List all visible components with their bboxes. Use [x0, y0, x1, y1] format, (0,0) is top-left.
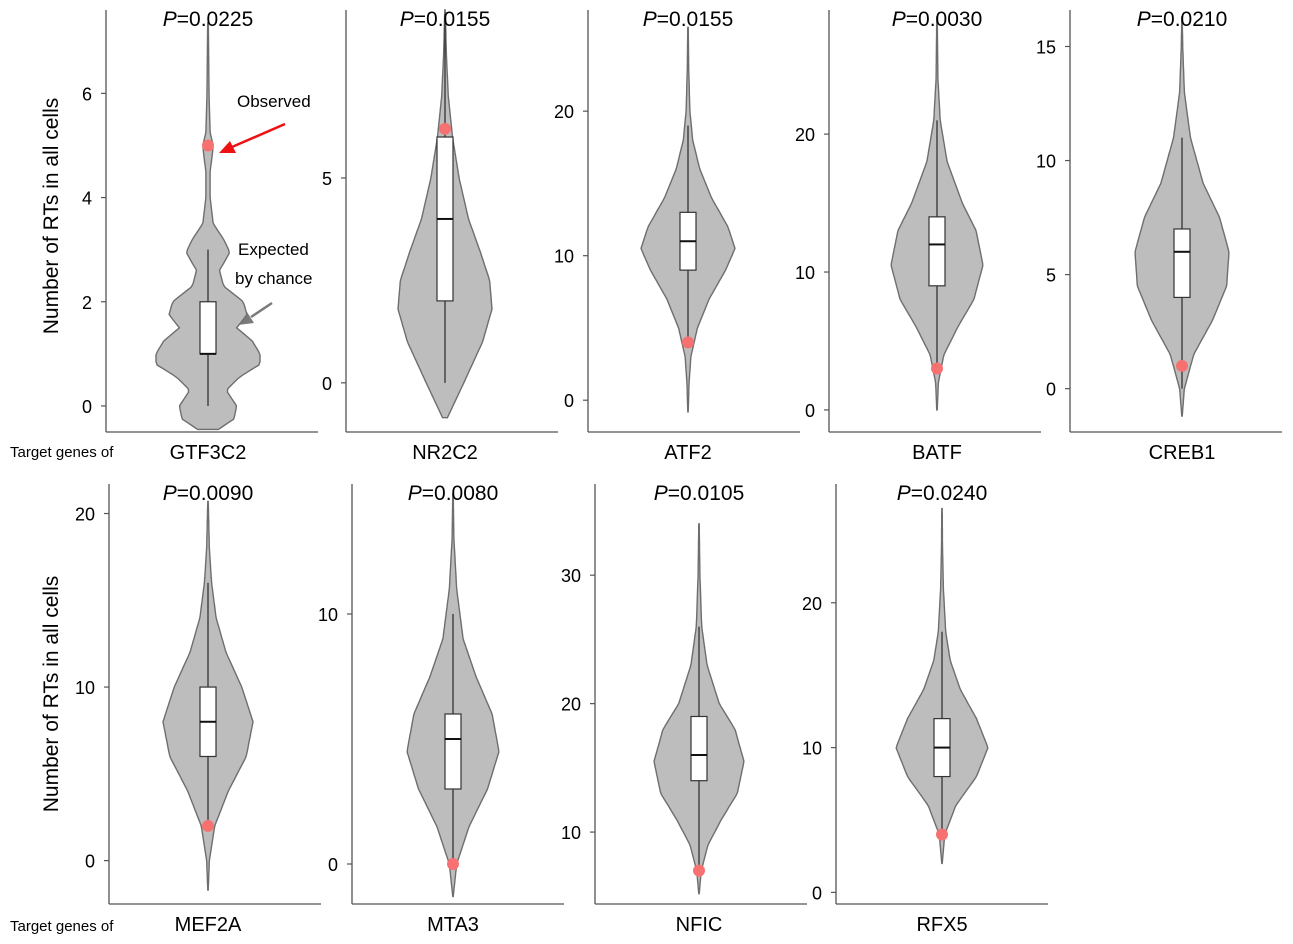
panel-creb1: 0 5 10 15 P=0.0210 CREB1: [1036, 8, 1282, 464]
p-value-title: P=0.0030: [892, 8, 983, 31]
y-tick-label: 10: [75, 678, 95, 698]
observed-point: [936, 828, 948, 841]
y-tick-label: 5: [322, 169, 332, 189]
p-value-title: P=0.0210: [1137, 8, 1228, 31]
y-tick-label: 5: [1046, 266, 1056, 286]
p-value-title: P=0.0225: [163, 8, 254, 31]
expected-label-line-2: by chance: [235, 269, 313, 288]
y-tick-label: 2: [82, 293, 92, 313]
gene-label: NFIC: [676, 914, 723, 936]
observed-point: [1176, 359, 1188, 372]
observed-point: [439, 122, 451, 135]
box: [690, 715, 708, 782]
y-tick-label: 10: [554, 247, 574, 267]
y-tick-label: 0: [1046, 380, 1056, 400]
y-tick-label: 0: [564, 391, 574, 411]
box: [199, 301, 217, 355]
y-tick-label: 10: [318, 605, 338, 625]
observed-point: [447, 858, 459, 870]
y-tick-label: 20: [554, 102, 574, 122]
y-tick-label: 10: [802, 739, 822, 759]
y-tick-label: 0: [82, 397, 92, 417]
panel-batf: 0 10 20 P=0.0030 BATF: [795, 8, 1041, 464]
ylabel-row-1: Number of RTs in all cells: [40, 98, 63, 335]
y-tick-label: 10: [795, 263, 815, 283]
gene-label: GTF3C2: [170, 442, 247, 464]
p-value-title: P=0.0240: [897, 482, 988, 505]
expected-label-line-1: Expected: [238, 240, 309, 259]
panel-atf2: 0 10 20 P=0.0155 ATF2: [554, 8, 800, 464]
target-prefix-row-1: Target genes of: [10, 444, 114, 461]
y-tick-label: 0: [85, 852, 95, 872]
observed-point: [931, 362, 943, 375]
y-tick-label: 20: [561, 695, 581, 715]
y-tick-label: 20: [75, 505, 95, 525]
gene-label: MEF2A: [175, 914, 242, 936]
panel-mta3: 0 10 P=0.0080 MTA3: [318, 482, 564, 936]
panel-nfic: 10 20 30 P=0.0105 NFIC: [561, 482, 807, 936]
box: [1173, 228, 1191, 299]
p-value-title: P=0.0080: [408, 482, 499, 505]
target-prefix-row-2: Target genes of: [10, 918, 114, 935]
panel-nr2c2: 0 5 P=0.0155 NR2C2: [322, 8, 558, 464]
p-value-title: P=0.0090: [163, 482, 254, 505]
y-tick-label: 15: [1036, 37, 1056, 57]
y-tick-label: 0: [328, 855, 338, 875]
gene-label: ATF2: [664, 442, 711, 464]
observed-label: Observed: [237, 92, 311, 111]
p-value-title: P=0.0155: [643, 8, 734, 31]
panel-rfx5: 0 10 20 P=0.0240 RFX5: [802, 482, 1048, 936]
y-tick-label: 4: [82, 189, 92, 209]
p-value-title: P=0.0105: [654, 482, 745, 505]
y-tick-label: 30: [561, 566, 581, 586]
observed-arrow: [219, 122, 286, 153]
y-tick-label: 6: [82, 84, 92, 104]
panel-gtf3c2: 0 2 4 6 P=0.0225 GTF3C2: [82, 8, 318, 464]
y-tick-label: 10: [561, 823, 581, 843]
gene-label: CREB1: [1149, 442, 1216, 464]
gene-label: NR2C2: [412, 442, 478, 464]
violin-shape: [155, 22, 261, 431]
y-tick-label: 0: [805, 401, 815, 421]
ylabel-row-2: Number of RTs in all cells: [40, 576, 63, 813]
gene-label: BATF: [912, 442, 962, 464]
gene-label: MTA3: [427, 914, 479, 936]
y-tick-label: 0: [812, 883, 822, 903]
box: [928, 216, 946, 287]
panel-mef2a: 0 10 20 P=0.0090 MEF2A: [75, 482, 321, 936]
observed-point: [202, 139, 214, 152]
p-value-title: P=0.0155: [400, 8, 491, 31]
box: [444, 713, 462, 790]
y-tick-label: 20: [795, 125, 815, 145]
y-tick-label: 10: [1036, 152, 1056, 172]
gene-label: RFX5: [916, 914, 967, 936]
observed-point: [202, 819, 214, 832]
observed-point: [682, 336, 694, 349]
observed-point: [693, 864, 705, 877]
y-tick-label: 20: [802, 594, 822, 614]
y-tick-label: 0: [322, 374, 332, 394]
